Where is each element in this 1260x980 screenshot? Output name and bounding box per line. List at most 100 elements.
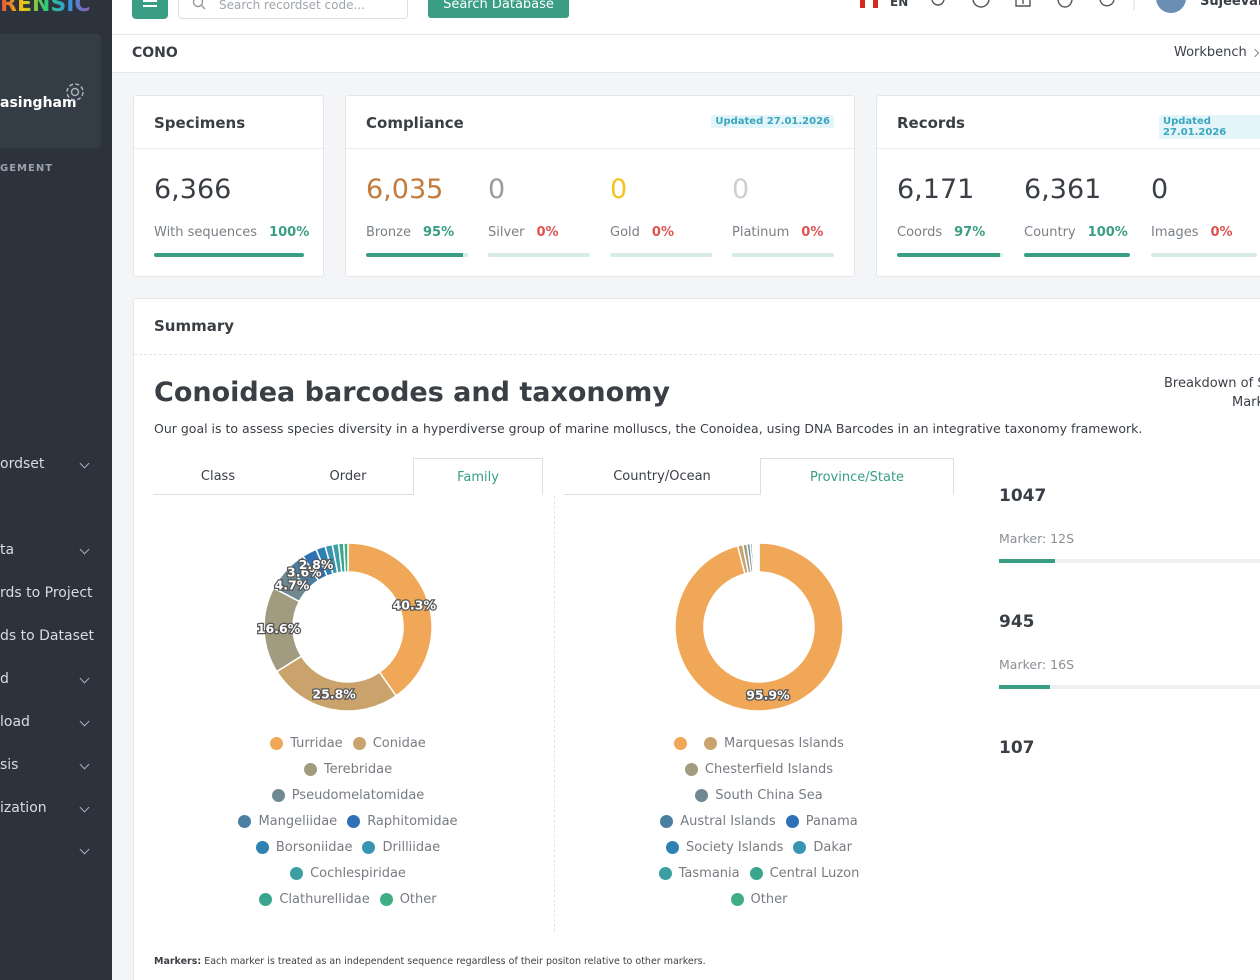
legend-label: Central Luzon [769, 865, 860, 881]
stat-label-text: Gold [610, 225, 640, 240]
legend-item[interactable]: Borsoniidae [255, 834, 352, 860]
menu-item[interactable]: ds to Dataset [0, 628, 94, 644]
stat-label: Coords 97% [897, 225, 985, 240]
icon[interactable] [1099, 0, 1115, 7]
legend-label: Terebridae [323, 761, 393, 777]
stat-label-text: With sequences [154, 225, 258, 240]
legend-swatch [255, 840, 269, 854]
legend-swatch [271, 788, 285, 802]
header-user[interactable]: Sujeevan [1200, 0, 1260, 9]
marker-name: Marker: 12S [999, 531, 1075, 546]
stat-value: 6,361 [1024, 174, 1102, 205]
breakdown-title: Mark [1232, 395, 1260, 410]
divider [134, 148, 323, 149]
legend-item[interactable]: Clathurellidae [259, 886, 370, 912]
stat-label-text: Platinum [732, 225, 790, 240]
project-code: CONO [132, 45, 178, 61]
badge: Updated 27.01.2026 [1159, 115, 1260, 139]
legend-item[interactable]: Other [730, 886, 787, 912]
icon[interactable] [1015, 0, 1031, 7]
stat-label-text: Images [1151, 225, 1199, 240]
legend-item[interactable]: Central Luzon [749, 860, 860, 886]
icon[interactable] [1057, 0, 1073, 8]
menu-button[interactable] [132, 0, 168, 19]
legend-item[interactable]: South China Sea [695, 782, 823, 808]
legend-item[interactable]: Dakar [793, 834, 852, 860]
legend-item[interactable]: Panama [785, 808, 858, 834]
note-label: Markers: [154, 956, 202, 967]
legend-label: Austral Islands [680, 813, 776, 829]
menu-item[interactable]: d [0, 671, 112, 691]
menu-item[interactable]: sis [0, 757, 112, 777]
tab[interactable]: Country/Ocean [564, 458, 760, 495]
progress-bar [154, 253, 304, 257]
note: Each marker is treated as an independent… [204, 956, 706, 967]
search-input[interactable]: Search recordset code... [178, 0, 408, 19]
stat-percent: 97% [954, 225, 986, 240]
tab[interactable]: Province/State [760, 458, 954, 495]
card-title: Records [897, 114, 965, 132]
legend-swatch [238, 814, 252, 828]
avatar[interactable] [1156, 0, 1186, 13]
legend-label: Society Islands [686, 839, 784, 855]
menu-item[interactable]: ta [0, 542, 112, 562]
legend-item[interactable]: Cochlespiridae [290, 860, 406, 886]
legend-item[interactable]: Tasmania [658, 860, 740, 886]
legend-label: Dakar [813, 839, 852, 855]
menu-item[interactable]: load [0, 714, 112, 734]
legend-item[interactable]: Austral Islands [660, 808, 776, 834]
legend-swatch [658, 866, 672, 880]
legend-item[interactable]: Terebridae [303, 756, 393, 782]
legend-item[interactable]: Conidae [352, 730, 426, 756]
chevron [1250, 48, 1260, 58]
legend-item[interactable]: Drilliidae [362, 834, 440, 860]
menu-item[interactable]: rds to Project [0, 585, 93, 601]
stat-card: Compliance Updated 27.01.2026 6,035 Bronze 9… [345, 95, 855, 277]
legend-swatch [684, 762, 698, 776]
language[interactable]: EN [890, 0, 909, 9]
top-bar: Search recordset code... Search Database… [112, 0, 1260, 35]
legend-item[interactable]: Raphitomidae [347, 808, 458, 834]
tab[interactable]: Family [413, 458, 543, 495]
summary-title: Summary [154, 317, 235, 335]
stat-value: 6,171 [897, 174, 975, 205]
progress-bar [1024, 253, 1130, 257]
legend-item[interactable]: Chesterfield Islands [684, 756, 833, 782]
search-icon [192, 0, 206, 10]
marker-track [999, 685, 1260, 689]
legend-item[interactable]: Pseudomelatomidae [271, 782, 424, 808]
workbench-link[interactable]: Workbench [1174, 45, 1247, 60]
description: Our goal is to assess species diversity … [154, 421, 1143, 436]
progress-track [154, 253, 304, 257]
heading: Conoidea barcodes and taxonomy [154, 377, 670, 408]
legend-item[interactable]: Turridae [270, 730, 343, 756]
tab[interactable]: Order [283, 458, 413, 495]
menu-item[interactable]: ordset [0, 456, 112, 476]
menu-item[interactable]: ization [0, 800, 112, 820]
badge: Updated 27.01.2026 [711, 115, 834, 128]
legend-label: Clathurellidae [279, 891, 370, 907]
legend-item[interactable] [674, 730, 694, 756]
legend-swatch [362, 840, 376, 854]
stat-percent: 95% [423, 225, 455, 240]
tab[interactable]: Class [153, 458, 283, 495]
legend-item[interactable]: Mangeliidae [238, 808, 337, 834]
progress-track [897, 253, 1003, 257]
icon[interactable] [972, 0, 990, 8]
icon[interactable] [931, 0, 945, 6]
legend-item[interactable]: Marquesas Islands [704, 730, 844, 756]
marker-track [999, 559, 1260, 563]
marker-count: 945 [999, 612, 1035, 632]
legend-label: Panama [805, 813, 858, 829]
search-button[interactable]: Search Database [428, 0, 569, 18]
legend-item[interactable]: Society Islands [666, 834, 783, 860]
marker-bar [999, 685, 1050, 689]
settings-icon[interactable] [64, 81, 86, 103]
profile-box [0, 34, 101, 148]
legend-swatch [730, 892, 744, 906]
card-title: Compliance [366, 114, 464, 132]
legend-swatch [793, 840, 807, 854]
progress-bar [897, 253, 1000, 257]
divider [877, 148, 1260, 149]
legend-item[interactable]: Other [379, 886, 437, 912]
